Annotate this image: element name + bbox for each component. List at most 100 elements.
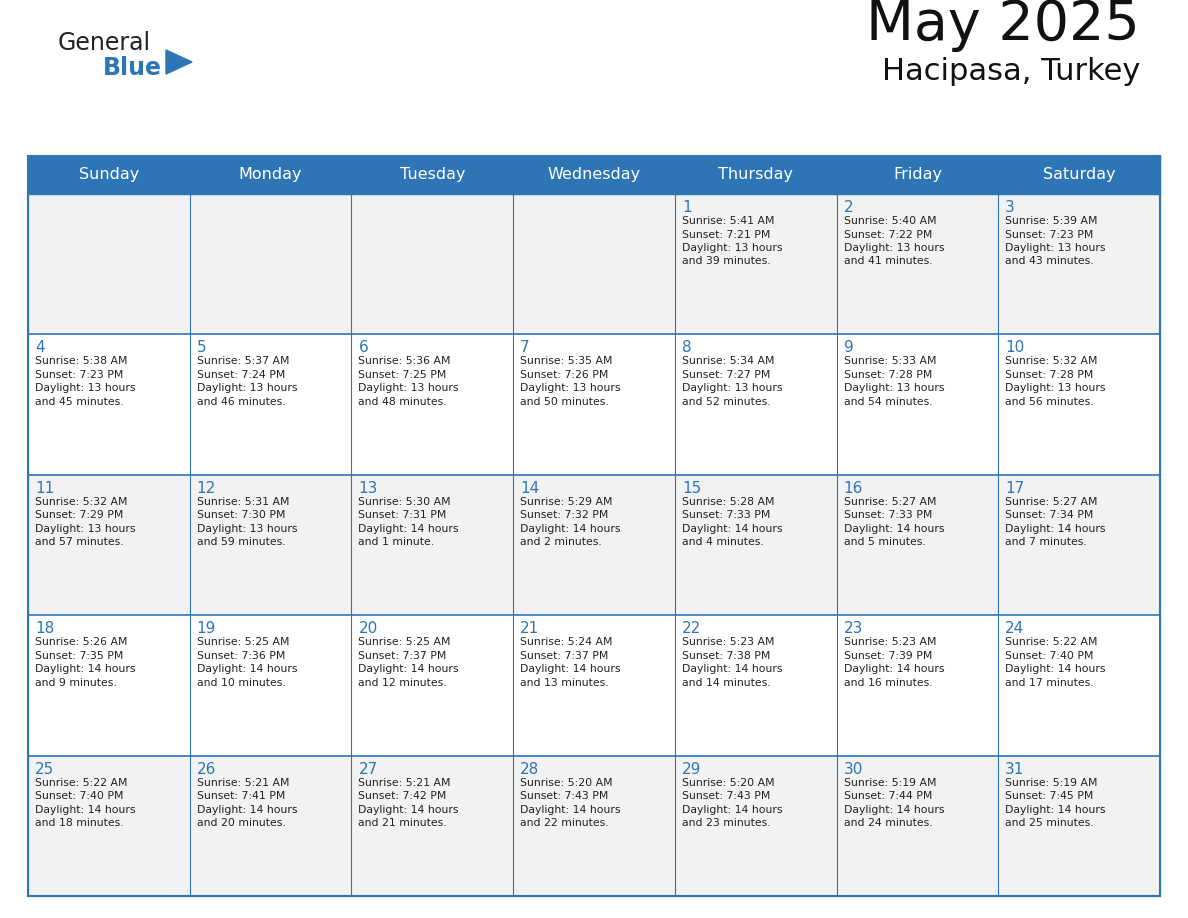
Text: Sunset: 7:28 PM: Sunset: 7:28 PM <box>1005 370 1094 380</box>
Text: and 45 minutes.: and 45 minutes. <box>34 397 124 407</box>
Bar <box>29 156 1159 194</box>
Text: 14: 14 <box>520 481 539 496</box>
Text: and 25 minutes.: and 25 minutes. <box>1005 818 1094 828</box>
Text: and 5 minutes.: and 5 minutes. <box>843 537 925 547</box>
Text: and 48 minutes.: and 48 minutes. <box>359 397 447 407</box>
Text: 22: 22 <box>682 621 701 636</box>
Text: and 16 minutes.: and 16 minutes. <box>843 677 933 688</box>
Text: 27: 27 <box>359 762 378 777</box>
Text: Sunset: 7:35 PM: Sunset: 7:35 PM <box>34 651 124 661</box>
Text: Sunrise: 5:32 AM: Sunrise: 5:32 AM <box>34 497 127 507</box>
Text: Daylight: 14 hours: Daylight: 14 hours <box>843 665 944 674</box>
Text: Sunrise: 5:22 AM: Sunrise: 5:22 AM <box>1005 637 1098 647</box>
Text: 8: 8 <box>682 341 691 355</box>
Text: Daylight: 14 hours: Daylight: 14 hours <box>1005 524 1106 533</box>
Text: 12: 12 <box>197 481 216 496</box>
Text: Sunset: 7:23 PM: Sunset: 7:23 PM <box>34 370 124 380</box>
Text: and 21 minutes.: and 21 minutes. <box>359 818 447 828</box>
Text: Sunset: 7:42 PM: Sunset: 7:42 PM <box>359 791 447 801</box>
Text: Daylight: 14 hours: Daylight: 14 hours <box>1005 804 1106 814</box>
Text: 11: 11 <box>34 481 55 496</box>
Text: and 56 minutes.: and 56 minutes. <box>1005 397 1094 407</box>
Bar <box>29 756 1159 896</box>
Text: Daylight: 14 hours: Daylight: 14 hours <box>359 665 459 674</box>
Text: Sunrise: 5:21 AM: Sunrise: 5:21 AM <box>359 778 451 788</box>
Text: Sunrise: 5:36 AM: Sunrise: 5:36 AM <box>359 356 451 366</box>
Text: Sunrise: 5:25 AM: Sunrise: 5:25 AM <box>359 637 451 647</box>
Text: Sunrise: 5:28 AM: Sunrise: 5:28 AM <box>682 497 775 507</box>
Text: Sunrise: 5:35 AM: Sunrise: 5:35 AM <box>520 356 613 366</box>
Text: and 50 minutes.: and 50 minutes. <box>520 397 609 407</box>
Text: Sunrise: 5:41 AM: Sunrise: 5:41 AM <box>682 216 775 226</box>
Text: Daylight: 13 hours: Daylight: 13 hours <box>682 384 783 394</box>
Text: Sunset: 7:43 PM: Sunset: 7:43 PM <box>520 791 608 801</box>
Text: Daylight: 14 hours: Daylight: 14 hours <box>34 804 135 814</box>
Text: Sunset: 7:31 PM: Sunset: 7:31 PM <box>359 510 447 521</box>
Text: Sunset: 7:38 PM: Sunset: 7:38 PM <box>682 651 770 661</box>
Text: and 52 minutes.: and 52 minutes. <box>682 397 771 407</box>
Text: 9: 9 <box>843 341 853 355</box>
Text: Sunset: 7:44 PM: Sunset: 7:44 PM <box>843 791 931 801</box>
Text: Daylight: 14 hours: Daylight: 14 hours <box>34 665 135 674</box>
Text: Sunset: 7:23 PM: Sunset: 7:23 PM <box>1005 230 1094 240</box>
Text: and 20 minutes.: and 20 minutes. <box>197 818 285 828</box>
Text: Monday: Monday <box>239 167 302 183</box>
Text: Sunrise: 5:32 AM: Sunrise: 5:32 AM <box>1005 356 1098 366</box>
Text: Sunrise: 5:20 AM: Sunrise: 5:20 AM <box>682 778 775 788</box>
Text: 15: 15 <box>682 481 701 496</box>
Text: Sunset: 7:26 PM: Sunset: 7:26 PM <box>520 370 608 380</box>
Text: Sunset: 7:37 PM: Sunset: 7:37 PM <box>520 651 608 661</box>
Text: Sunset: 7:36 PM: Sunset: 7:36 PM <box>197 651 285 661</box>
Text: Sunset: 7:27 PM: Sunset: 7:27 PM <box>682 370 770 380</box>
Text: Daylight: 14 hours: Daylight: 14 hours <box>682 804 783 814</box>
Text: Hacipasa, Turkey: Hacipasa, Turkey <box>881 57 1140 86</box>
Bar <box>29 475 1159 615</box>
Text: 2: 2 <box>843 200 853 215</box>
Text: 21: 21 <box>520 621 539 636</box>
Text: and 23 minutes.: and 23 minutes. <box>682 818 771 828</box>
Text: Sunrise: 5:39 AM: Sunrise: 5:39 AM <box>1005 216 1098 226</box>
Text: and 13 minutes.: and 13 minutes. <box>520 677 608 688</box>
Text: Sunset: 7:41 PM: Sunset: 7:41 PM <box>197 791 285 801</box>
Text: Sunrise: 5:22 AM: Sunrise: 5:22 AM <box>34 778 127 788</box>
Polygon shape <box>166 50 192 74</box>
Text: Sunset: 7:40 PM: Sunset: 7:40 PM <box>1005 651 1094 661</box>
Text: 19: 19 <box>197 621 216 636</box>
Text: 6: 6 <box>359 341 368 355</box>
Text: and 7 minutes.: and 7 minutes. <box>1005 537 1087 547</box>
Text: Daylight: 14 hours: Daylight: 14 hours <box>520 804 620 814</box>
Text: and 14 minutes.: and 14 minutes. <box>682 677 771 688</box>
Text: Daylight: 14 hours: Daylight: 14 hours <box>197 804 297 814</box>
Text: and 10 minutes.: and 10 minutes. <box>197 677 285 688</box>
Text: Sunset: 7:37 PM: Sunset: 7:37 PM <box>359 651 447 661</box>
Text: Sunset: 7:43 PM: Sunset: 7:43 PM <box>682 791 770 801</box>
Text: Sunrise: 5:29 AM: Sunrise: 5:29 AM <box>520 497 613 507</box>
Text: 7: 7 <box>520 341 530 355</box>
Text: Daylight: 14 hours: Daylight: 14 hours <box>843 524 944 533</box>
Text: Daylight: 13 hours: Daylight: 13 hours <box>197 524 297 533</box>
Bar <box>29 334 1159 475</box>
Text: Daylight: 14 hours: Daylight: 14 hours <box>359 804 459 814</box>
Text: Sunrise: 5:27 AM: Sunrise: 5:27 AM <box>1005 497 1098 507</box>
Text: Sunrise: 5:19 AM: Sunrise: 5:19 AM <box>843 778 936 788</box>
Bar <box>29 615 1159 756</box>
Text: Daylight: 13 hours: Daylight: 13 hours <box>1005 384 1106 394</box>
Text: Sunrise: 5:25 AM: Sunrise: 5:25 AM <box>197 637 289 647</box>
Text: Sunrise: 5:24 AM: Sunrise: 5:24 AM <box>520 637 613 647</box>
Text: Saturday: Saturday <box>1043 167 1116 183</box>
Text: 26: 26 <box>197 762 216 777</box>
Text: Daylight: 14 hours: Daylight: 14 hours <box>843 804 944 814</box>
Text: Sunset: 7:21 PM: Sunset: 7:21 PM <box>682 230 770 240</box>
Text: 16: 16 <box>843 481 862 496</box>
Text: 18: 18 <box>34 621 55 636</box>
Text: 13: 13 <box>359 481 378 496</box>
Text: Sunset: 7:39 PM: Sunset: 7:39 PM <box>843 651 931 661</box>
Text: Sunrise: 5:38 AM: Sunrise: 5:38 AM <box>34 356 127 366</box>
Text: Daylight: 14 hours: Daylight: 14 hours <box>520 524 620 533</box>
Text: Sunrise: 5:33 AM: Sunrise: 5:33 AM <box>843 356 936 366</box>
Text: Sunrise: 5:23 AM: Sunrise: 5:23 AM <box>682 637 775 647</box>
Text: 28: 28 <box>520 762 539 777</box>
Text: Sunset: 7:25 PM: Sunset: 7:25 PM <box>359 370 447 380</box>
Text: Daylight: 14 hours: Daylight: 14 hours <box>682 524 783 533</box>
Text: Sunrise: 5:27 AM: Sunrise: 5:27 AM <box>843 497 936 507</box>
